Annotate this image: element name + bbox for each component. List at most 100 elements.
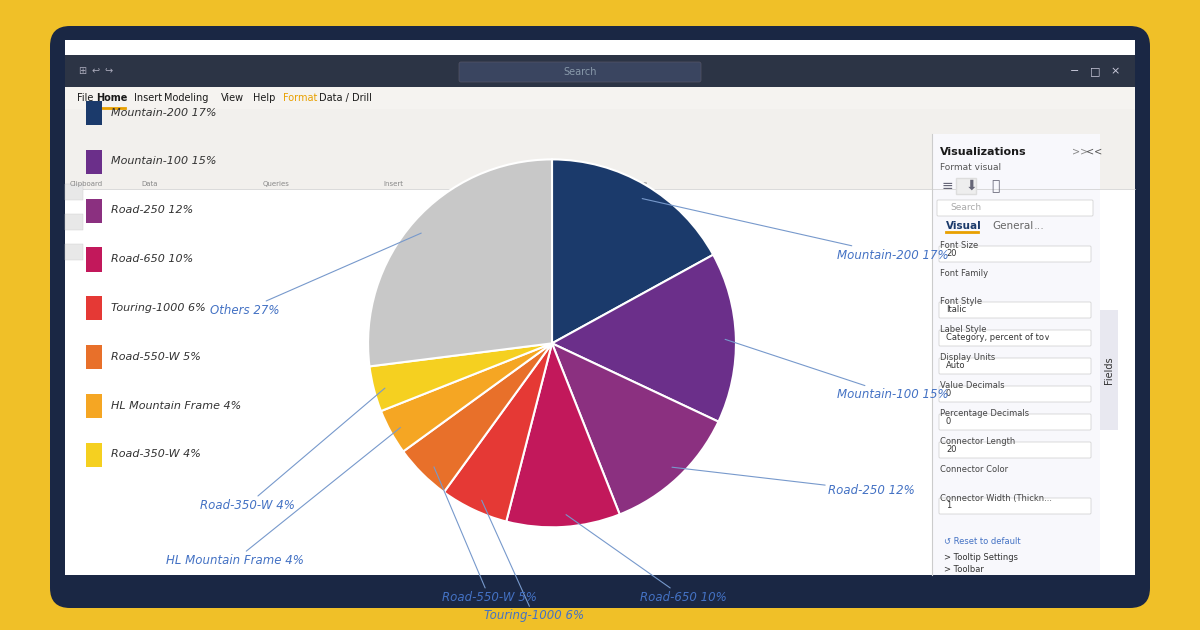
Text: Road-250 12%: Road-250 12% [672,467,914,497]
Text: Road-550-W 5%: Road-550-W 5% [112,352,202,362]
Text: Category, percent of to∨: Category, percent of to∨ [946,333,1050,343]
Text: ⬇: ⬇ [965,179,977,193]
Text: General: General [992,221,1033,231]
Text: Clipboard: Clipboard [70,181,103,187]
FancyBboxPatch shape [940,414,1091,430]
Bar [956,178,976,194]
Text: Display Units: Display Units [940,353,995,362]
Wedge shape [552,159,713,343]
Wedge shape [506,343,619,527]
Text: Modeling: Modeling [164,93,208,103]
Bar [65,214,83,230]
FancyBboxPatch shape [50,26,1150,608]
Text: 0: 0 [946,389,952,399]
Bar [86,198,102,223]
Text: HL Mountain Frame 4%: HL Mountain Frame 4% [112,401,241,411]
Text: Data / Drill: Data / Drill [318,93,372,103]
Text: Road-350-W 4%: Road-350-W 4% [112,449,202,459]
Text: Road-650 10%: Road-650 10% [566,515,727,604]
Text: ...: ... [1034,221,1045,231]
Text: Visual: Visual [946,221,982,231]
Text: Font Size: Font Size [940,241,978,251]
Bar [1100,310,1118,430]
FancyBboxPatch shape [940,442,1091,458]
Text: Italic: Italic [946,306,966,314]
Bar [65,55,1135,87]
Text: Home: Home [96,93,127,103]
Bar [86,150,102,174]
Text: > Tooltip Settings: > Tooltip Settings [944,554,1018,563]
Text: Data: Data [142,181,157,187]
Text: Sensitivity: Sensitivity [578,181,614,187]
FancyBboxPatch shape [940,498,1091,514]
Bar [86,443,102,467]
Text: Connector Length: Connector Length [940,437,1015,447]
Text: ↪: ↪ [104,66,112,76]
Text: Mountain-200 17%: Mountain-200 17% [112,108,217,118]
Text: Share: Share [628,181,648,187]
Text: Road-350-W 4%: Road-350-W 4% [199,388,385,512]
Text: ↺ Reset to default: ↺ Reset to default [944,537,1021,546]
Text: Help: Help [253,93,275,103]
Text: ≡: ≡ [941,179,953,193]
Bar [65,40,1135,575]
FancyBboxPatch shape [937,200,1093,216]
Bar [932,134,1100,575]
Text: >>: >> [1072,147,1088,157]
Bar [86,248,102,272]
Text: Font Family: Font Family [940,270,988,278]
Text: Auto: Auto [946,362,966,370]
Text: Value Decimals: Value Decimals [940,382,1004,391]
Text: ⊞: ⊞ [78,66,86,76]
Text: Mountain-100 15%: Mountain-100 15% [112,156,217,166]
Bar [86,101,102,125]
FancyBboxPatch shape [458,62,701,82]
Text: 0: 0 [946,418,952,427]
Text: Touring-1000 6%: Touring-1000 6% [112,303,206,313]
Wedge shape [370,343,552,411]
Text: Road-250 12%: Road-250 12% [112,205,193,215]
Text: Calculations: Calculations [493,181,535,187]
Text: Road-650 10%: Road-650 10% [112,254,193,264]
Text: ↩: ↩ [92,66,100,76]
Wedge shape [552,343,719,514]
Wedge shape [552,255,736,421]
Text: ×: × [1110,66,1120,76]
Text: 20: 20 [946,445,956,454]
Text: Search: Search [950,203,982,212]
Text: Fields: Fields [1104,356,1114,384]
Text: 🔍: 🔍 [991,179,1000,193]
Text: Font Style: Font Style [940,297,982,307]
Text: Format visual: Format visual [940,164,1001,173]
Wedge shape [380,343,552,452]
Text: Connector Color: Connector Color [940,466,1008,474]
FancyBboxPatch shape [940,302,1091,318]
Text: −: − [1070,66,1080,76]
FancyBboxPatch shape [940,330,1091,346]
Text: <<: << [1086,147,1103,157]
Text: Percentage Decimals: Percentage Decimals [940,410,1030,418]
Text: Mountain-200 17%: Mountain-200 17% [642,198,949,261]
Bar [86,394,102,418]
Text: Connector Width (Thickn...: Connector Width (Thickn... [940,493,1052,503]
Text: □: □ [1090,66,1100,76]
Text: 1: 1 [946,501,952,510]
Text: Label Style: Label Style [940,326,986,335]
Text: Queries: Queries [263,181,290,187]
FancyBboxPatch shape [940,386,1091,402]
Bar [65,184,83,200]
Text: Road-550-W 5%: Road-550-W 5% [434,467,536,604]
Bar [86,345,102,369]
Text: HL Mountain Frame 4%: HL Mountain Frame 4% [166,428,401,567]
Text: Search: Search [563,67,596,77]
Bar [65,244,83,260]
Wedge shape [403,343,552,492]
Text: Insert: Insert [383,181,403,187]
Text: Touring-1000 6%: Touring-1000 6% [481,500,583,622]
Text: Others 27%: Others 27% [210,233,421,317]
Text: Mountain-100 15%: Mountain-100 15% [725,340,949,401]
FancyBboxPatch shape [940,358,1091,374]
Bar [65,109,1135,189]
Text: 20: 20 [946,249,956,258]
Text: File: File [77,93,94,103]
